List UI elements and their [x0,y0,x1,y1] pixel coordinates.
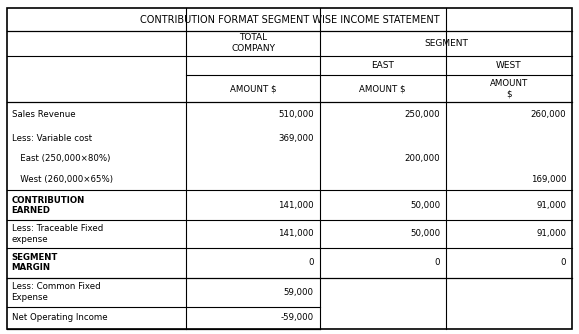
Text: 91,000: 91,000 [536,229,566,238]
Text: CONTRIBUTION FORMAT SEGMENT WISE INCOME STATEMENT: CONTRIBUTION FORMAT SEGMENT WISE INCOME … [140,15,439,24]
Text: Less: Common Fixed
Expense: Less: Common Fixed Expense [12,282,100,302]
Text: TOTAL
COMPANY: TOTAL COMPANY [231,33,275,53]
Text: SEGMENT: SEGMENT [424,39,468,48]
Text: 141,000: 141,000 [278,229,314,238]
Text: 0: 0 [309,258,314,267]
Text: 141,000: 141,000 [278,201,314,210]
Text: East (250,000×80%): East (250,000×80%) [12,155,110,163]
Text: 369,000: 369,000 [278,134,314,143]
Text: 510,000: 510,000 [278,111,314,120]
Text: -59,000: -59,000 [281,313,314,322]
Text: 59,000: 59,000 [284,288,314,297]
Text: AMOUNT $: AMOUNT $ [230,85,276,94]
Text: Net Operating Income: Net Operating Income [12,313,107,322]
Text: West (260,000×65%): West (260,000×65%) [12,175,112,184]
Text: Less: Variable cost: Less: Variable cost [12,134,91,143]
Text: AMOUNT
$: AMOUNT $ [490,79,528,99]
Text: 0: 0 [435,258,440,267]
Text: 200,000: 200,000 [404,155,440,163]
Text: 250,000: 250,000 [404,111,440,120]
Text: WEST: WEST [496,61,522,70]
Text: AMOUNT $: AMOUNT $ [360,85,406,94]
Text: Sales Revenue: Sales Revenue [12,111,75,120]
Text: 169,000: 169,000 [531,175,566,184]
Text: 50,000: 50,000 [410,201,440,210]
Text: 260,000: 260,000 [530,111,566,120]
Text: 0: 0 [561,258,566,267]
Text: Less: Traceable Fixed
expense: Less: Traceable Fixed expense [12,224,103,243]
Text: SEGMENT
MARGIN: SEGMENT MARGIN [12,253,58,272]
Text: 91,000: 91,000 [536,201,566,210]
Text: CONTRIBUTION
EARNED: CONTRIBUTION EARNED [12,195,85,215]
Text: 50,000: 50,000 [410,229,440,238]
Text: EAST: EAST [371,61,394,70]
